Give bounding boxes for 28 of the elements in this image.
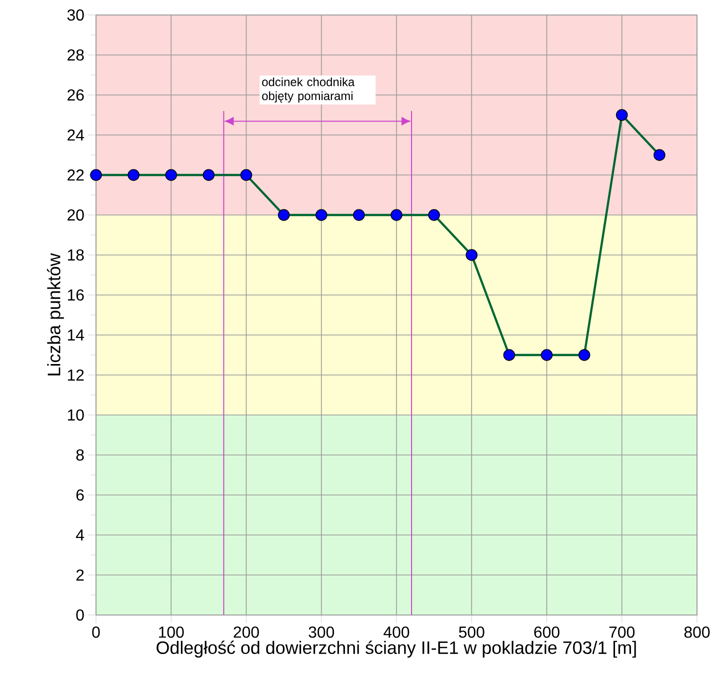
- x-tick-label: 700: [609, 626, 635, 638]
- x-tick-label: 800: [684, 626, 710, 638]
- x-tick-label: 100: [159, 626, 184, 638]
- y-tick-label: 16: [68, 289, 84, 301]
- y-tick-label: 10: [68, 409, 84, 421]
- x-tick-label: 600: [534, 626, 560, 638]
- x-tick-label: 200: [234, 626, 259, 638]
- y-tick-label: 12: [68, 369, 84, 381]
- y-tick-label: 30: [67, 9, 84, 21]
- y-tick-label: 14: [68, 330, 84, 340]
- y-tick-label: 4: [76, 530, 84, 540]
- y-axis-title: Liczba punktów: [46, 253, 64, 376]
- x-tick-label: 0: [92, 626, 100, 638]
- y-tick-label: 26: [68, 89, 84, 101]
- y-tick-label: 22: [68, 169, 84, 181]
- y-tick-label: 20: [68, 209, 84, 221]
- y-tick-label: 28: [68, 49, 84, 61]
- annotation: odcinek chodnika objęty pomiarami: [262, 77, 355, 103]
- x-tick-label: 400: [384, 626, 410, 638]
- y-tick-label: 18: [68, 249, 84, 261]
- x-tick-label: 500: [458, 626, 484, 638]
- x-tick-label: 300: [308, 626, 334, 638]
- y-tick-label: 0: [76, 609, 84, 621]
- y-tick-label: 6: [76, 489, 84, 501]
- y-tick-label: 2: [76, 569, 84, 581]
- y-tick-label: 24: [68, 129, 84, 141]
- y-tick-label: 8: [76, 449, 84, 461]
- x-axis-title: Odległość od dowierzchni ściany II-E1 w pokladzie 703/1 [m]: [156, 640, 636, 658]
